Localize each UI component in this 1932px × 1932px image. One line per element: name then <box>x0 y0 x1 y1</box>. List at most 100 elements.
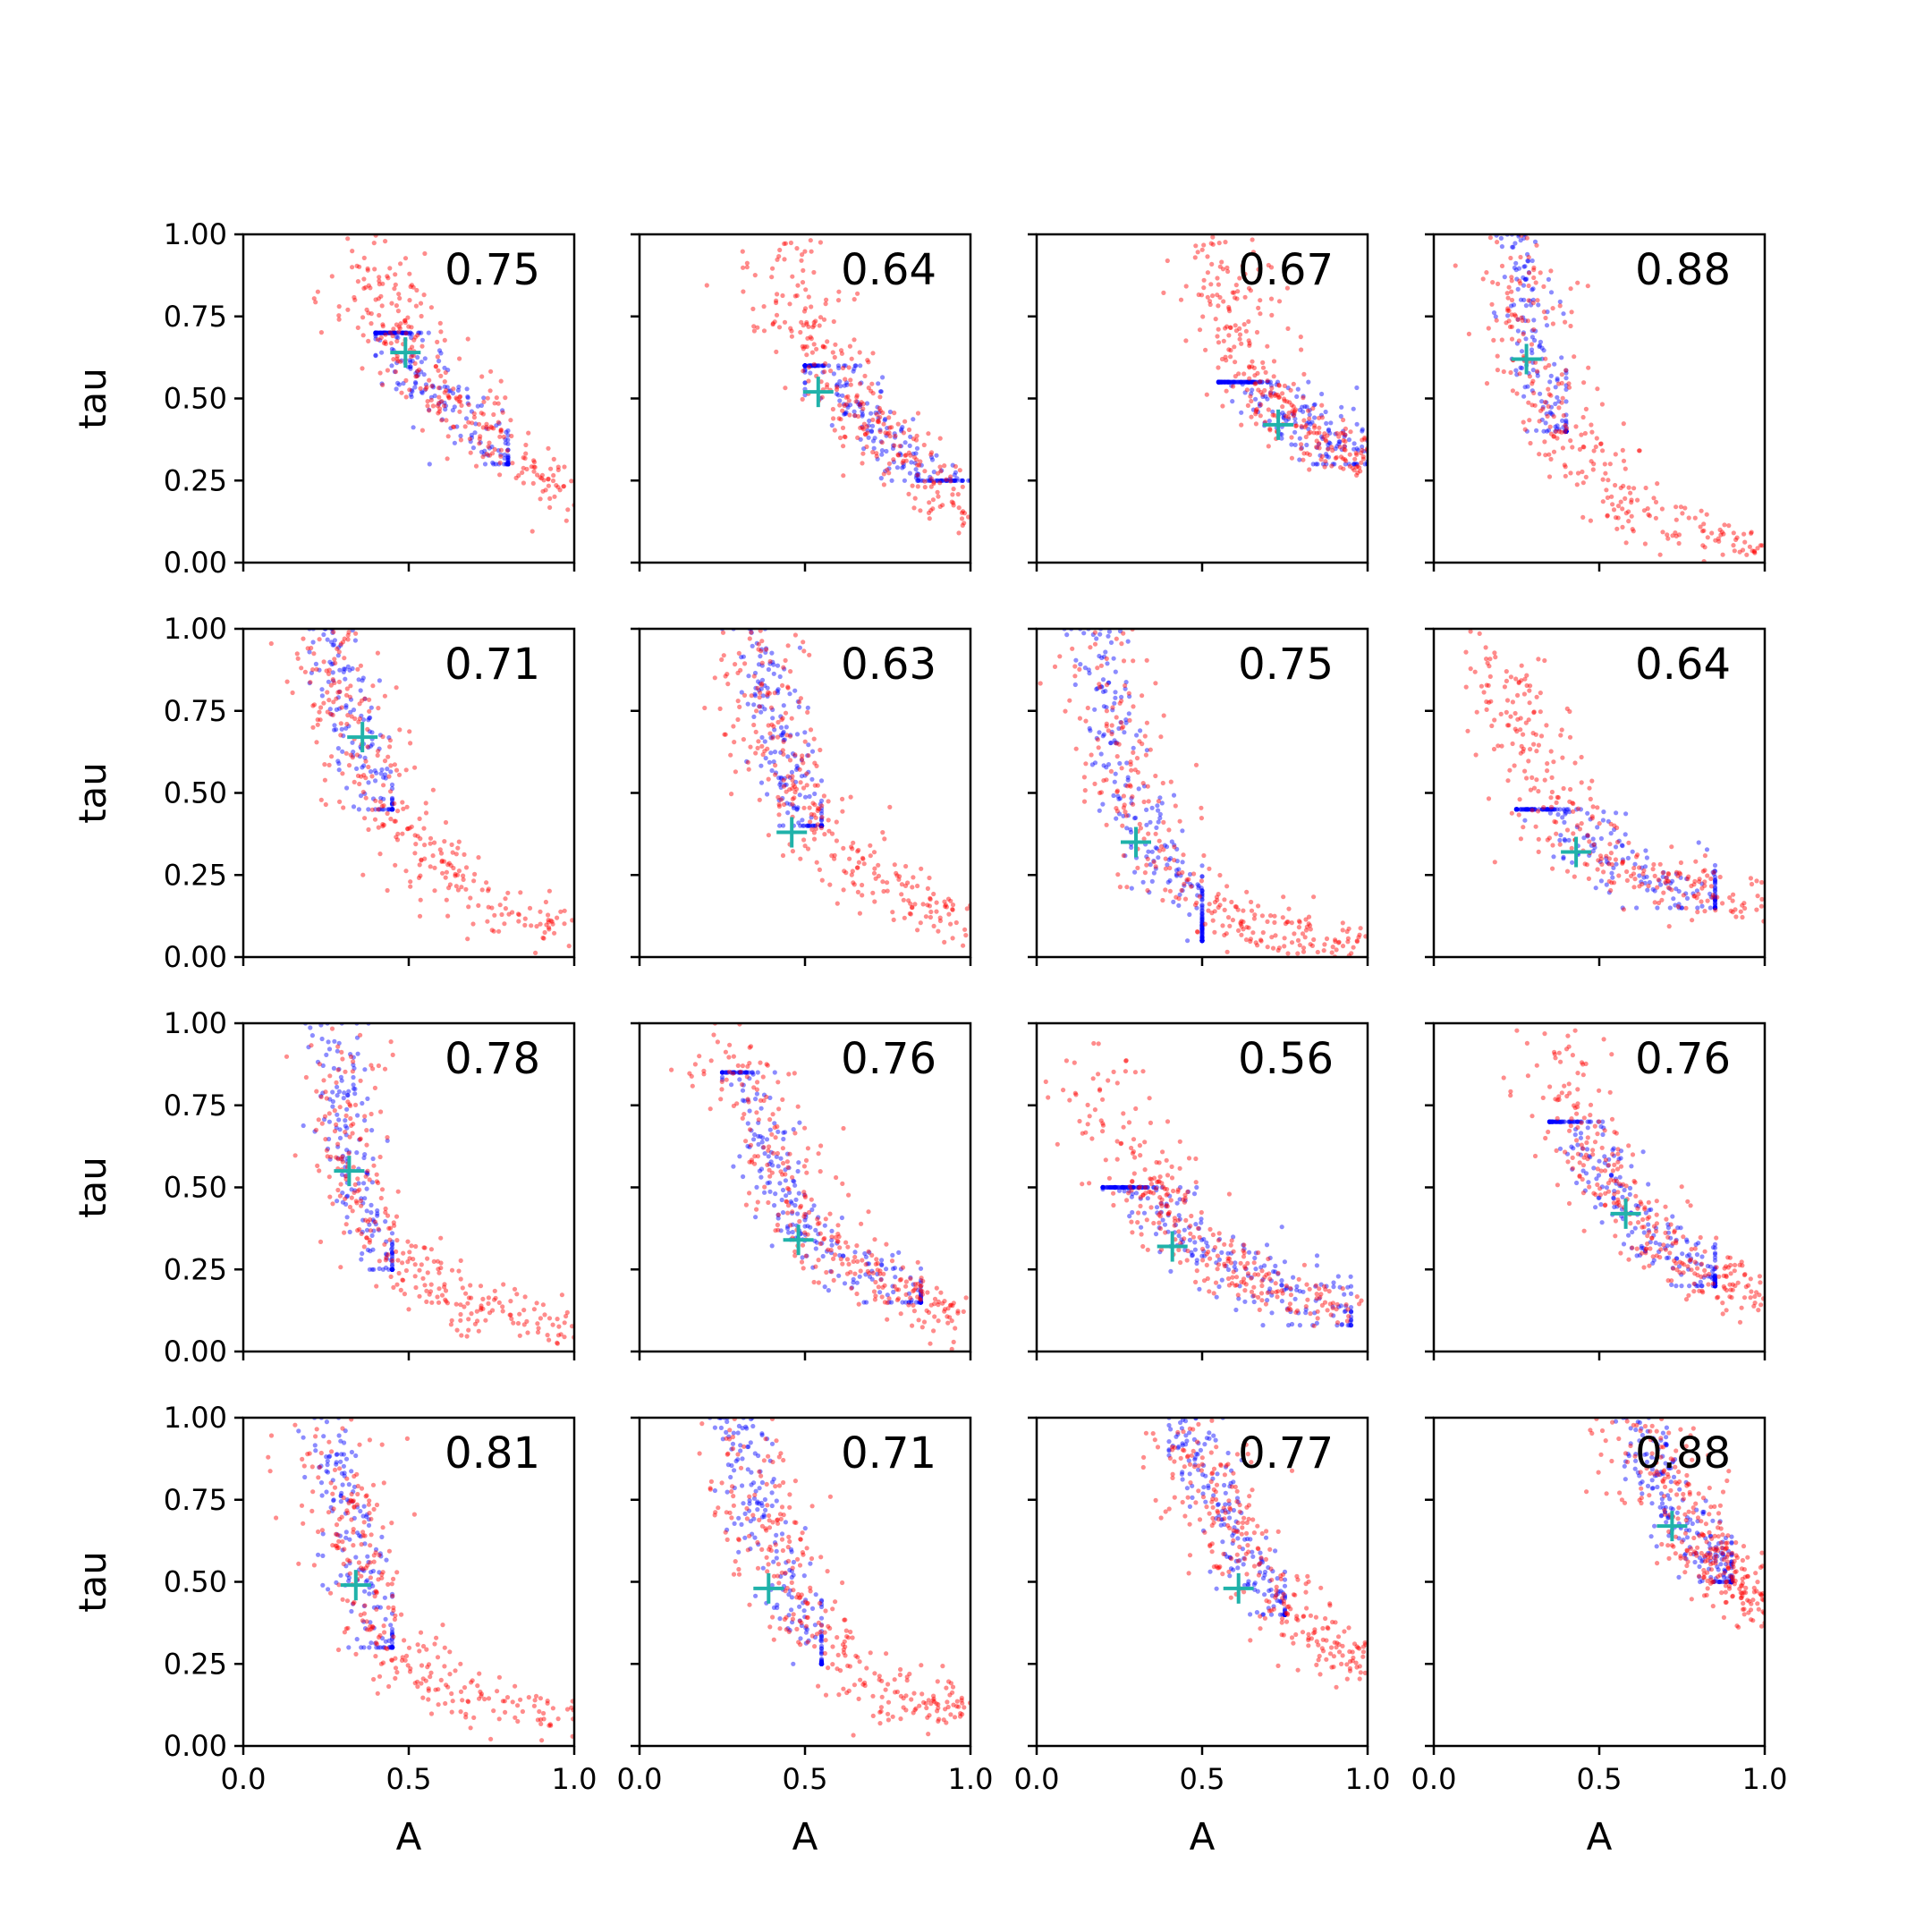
red-point <box>323 1137 328 1142</box>
blue-point <box>389 1267 395 1272</box>
red-point <box>344 686 350 691</box>
red-point <box>931 891 936 897</box>
red-point <box>1669 844 1674 850</box>
red-point <box>462 852 467 858</box>
red-point <box>931 923 936 928</box>
red-point <box>1499 263 1505 268</box>
red-point <box>359 774 364 779</box>
red-point <box>860 893 865 898</box>
red-point <box>492 401 497 406</box>
blue-point <box>1338 413 1343 419</box>
red-point <box>471 878 477 884</box>
blue-point <box>883 469 888 474</box>
blue-point <box>389 1267 395 1272</box>
blue-point <box>802 363 808 369</box>
blue-point <box>1552 361 1557 367</box>
red-point <box>1623 540 1629 546</box>
red-point <box>348 1054 354 1060</box>
blue-point <box>369 741 375 747</box>
blue-point <box>789 769 795 775</box>
blue-point <box>505 462 511 467</box>
red-point <box>840 408 845 413</box>
red-point <box>1343 447 1348 453</box>
red-point <box>852 337 857 343</box>
red-point <box>1281 396 1287 402</box>
blue-point <box>820 369 826 375</box>
blue-point <box>1608 831 1614 836</box>
red-point <box>541 936 547 941</box>
red-point <box>1252 912 1258 918</box>
blue-point <box>1335 444 1340 449</box>
blue-point <box>505 462 511 467</box>
red-point <box>861 427 867 432</box>
red-point <box>1613 857 1618 862</box>
red-point <box>1323 459 1328 464</box>
red-point <box>1674 869 1680 875</box>
blue-point <box>1546 807 1551 812</box>
red-point <box>1224 324 1230 329</box>
red-point <box>1141 799 1147 805</box>
red-point <box>1258 311 1263 317</box>
blue-point <box>1712 862 1718 869</box>
red-point <box>428 835 434 841</box>
correlation-label: 0.88 <box>1635 245 1731 295</box>
red-point <box>508 1312 513 1318</box>
blue-point <box>365 1172 370 1177</box>
red-point <box>1124 784 1131 789</box>
red-point <box>480 1306 486 1311</box>
red-point <box>959 516 965 521</box>
red-point <box>1608 821 1614 826</box>
blue-point <box>1121 813 1126 818</box>
red-point <box>1145 856 1150 861</box>
red-point <box>486 888 491 894</box>
red-point <box>1142 733 1148 739</box>
blue-point <box>389 807 395 812</box>
blue-point <box>359 1257 364 1262</box>
blue-point <box>389 807 395 812</box>
red-point <box>755 685 760 691</box>
blue-point <box>1217 379 1223 385</box>
red-point <box>774 349 779 354</box>
blue-point <box>1235 379 1241 385</box>
red-point <box>355 1176 360 1182</box>
red-point <box>1182 881 1187 887</box>
correlation-label: 0.75 <box>1238 640 1334 690</box>
blue-point <box>389 1267 395 1272</box>
red-point <box>1268 265 1275 270</box>
blue-point <box>329 712 335 717</box>
red-point <box>1128 759 1133 765</box>
red-point <box>1256 305 1261 310</box>
red-point <box>562 1320 567 1326</box>
blue-point <box>1285 386 1291 391</box>
blue-point <box>336 1089 342 1094</box>
blue-point <box>1199 914 1205 919</box>
blue-point <box>377 746 382 751</box>
blue-point <box>389 1267 395 1272</box>
red-point <box>842 402 847 409</box>
red-point <box>343 1222 349 1227</box>
red-point <box>456 356 462 361</box>
blue-point <box>1563 428 1569 434</box>
blue-point <box>306 1045 311 1050</box>
blue-point <box>867 418 872 424</box>
blue-point <box>759 734 765 741</box>
red-point <box>376 1226 381 1232</box>
red-point <box>1568 286 1573 292</box>
blue-point <box>1563 428 1569 434</box>
red-point <box>1253 408 1258 413</box>
blue-point <box>361 763 367 768</box>
blue-point <box>1625 855 1631 861</box>
blue-point <box>389 1267 395 1272</box>
red-point <box>368 285 373 291</box>
red-point <box>1571 801 1576 807</box>
red-point <box>799 319 804 325</box>
red-point <box>774 312 780 318</box>
red-point <box>1209 911 1215 916</box>
red-point <box>1323 437 1328 443</box>
blue-point <box>1563 428 1569 434</box>
blue-point <box>1524 807 1530 812</box>
red-point <box>1701 528 1707 533</box>
blue-point <box>1230 379 1235 385</box>
red-point <box>1097 682 1102 687</box>
